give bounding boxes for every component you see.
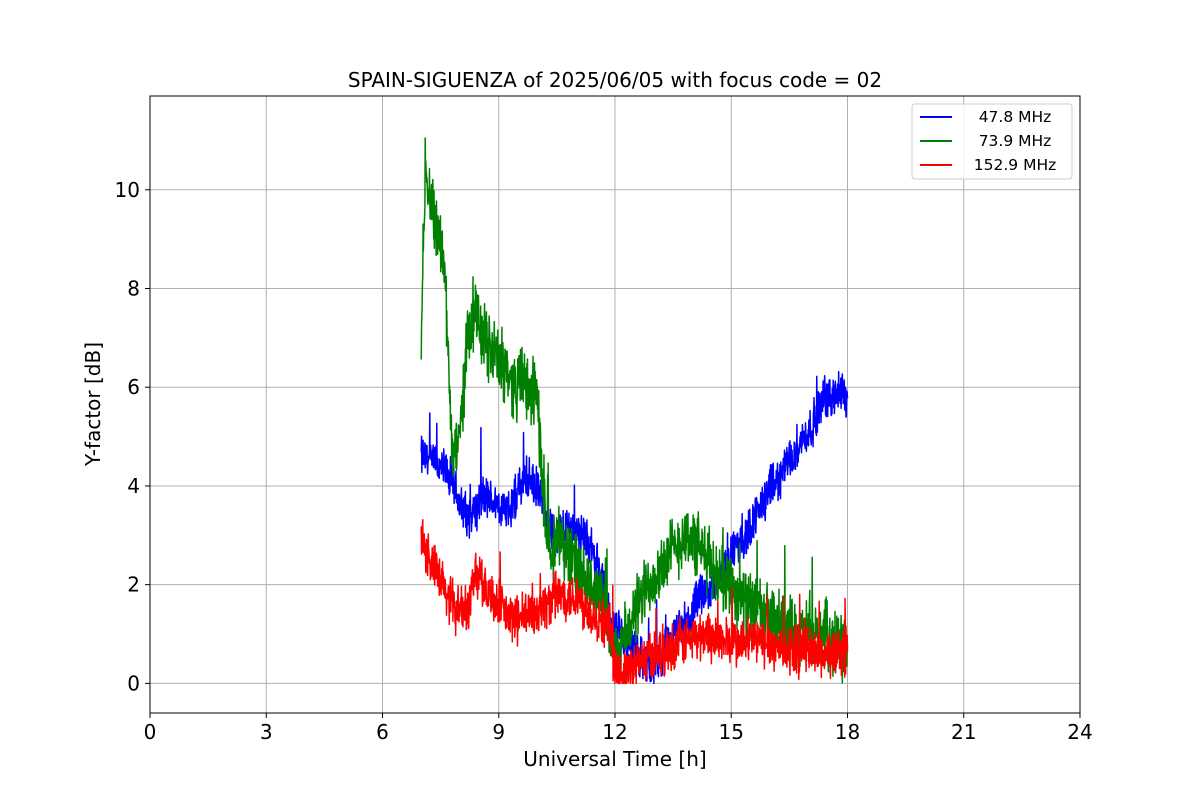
x-tick-label: 12	[602, 720, 627, 744]
series-layer	[420, 137, 849, 685]
x-tick-label: 24	[1067, 720, 1092, 744]
legend-entry: 73.9 MHz	[979, 132, 1052, 150]
x-tick-label: 15	[719, 720, 744, 744]
y-tick-label: 8	[127, 277, 140, 301]
legend-entry: 152.9 MHz	[974, 156, 1056, 174]
x-tick-label: 9	[492, 720, 505, 744]
x-tick-label: 6	[376, 720, 389, 744]
grid	[149, 96, 1081, 713]
x-tick-label: 3	[260, 720, 273, 744]
y-tick-label: 0	[127, 671, 140, 695]
legend: 47.8 MHz 73.9 MHz 152.9 MHz	[911, 103, 1073, 180]
y-tick-label: 6	[127, 375, 140, 399]
y-tick-label: 10	[115, 178, 140, 202]
y-tick-label: 4	[127, 474, 140, 498]
y-tick-label: 2	[127, 573, 140, 597]
x-tick-label: 21	[951, 720, 976, 744]
legend-box	[911, 103, 1073, 180]
x-axis-label: Universal Time [h]	[523, 747, 706, 771]
series-line-2	[420, 518, 849, 685]
x-tick-label: 0	[144, 720, 157, 744]
chart-title: SPAIN-SIGUENZA of 2025/06/05 with focus …	[348, 68, 882, 92]
series-line-1	[420, 137, 849, 685]
y-axis-label: Y-factor [dB]	[81, 342, 105, 467]
legend-entry: 47.8 MHz	[979, 108, 1052, 126]
x-tick-label: 18	[835, 720, 860, 744]
